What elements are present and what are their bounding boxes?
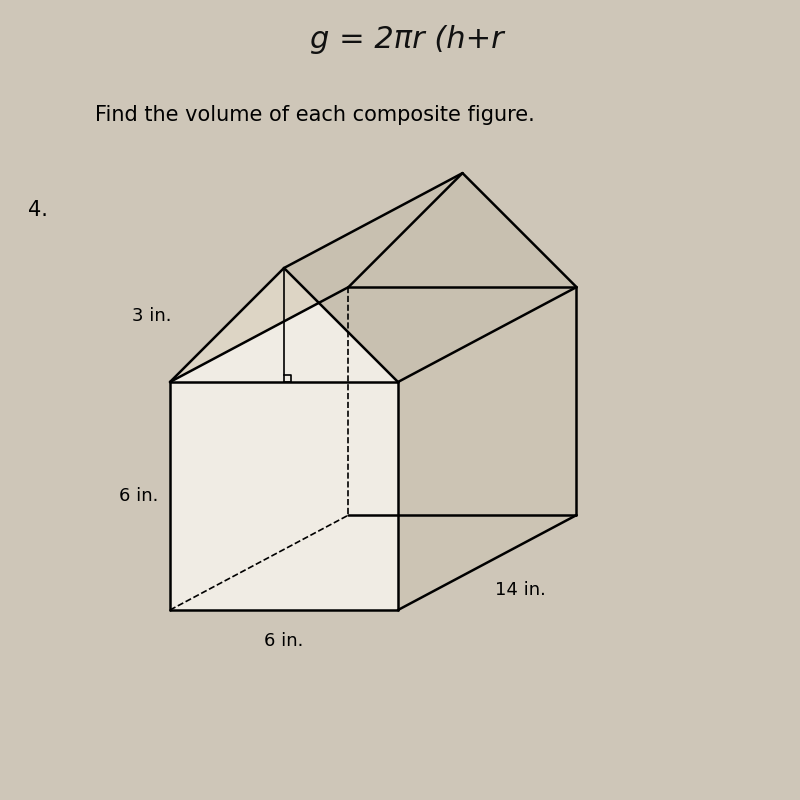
- Text: 4.: 4.: [28, 200, 48, 220]
- Text: 3 in.: 3 in.: [133, 307, 172, 325]
- Text: 6 in.: 6 in.: [118, 487, 158, 505]
- Text: g = 2πr (h+r: g = 2πr (h+r: [310, 26, 504, 54]
- Polygon shape: [284, 173, 577, 382]
- Polygon shape: [170, 515, 577, 610]
- Polygon shape: [170, 173, 462, 382]
- Polygon shape: [170, 268, 398, 382]
- Text: Find the volume of each composite figure.: Find the volume of each composite figure…: [95, 105, 534, 125]
- Text: 14 in.: 14 in.: [495, 581, 546, 598]
- Text: 6 in.: 6 in.: [264, 632, 304, 650]
- Polygon shape: [398, 287, 577, 610]
- Polygon shape: [349, 173, 577, 287]
- Polygon shape: [170, 382, 398, 610]
